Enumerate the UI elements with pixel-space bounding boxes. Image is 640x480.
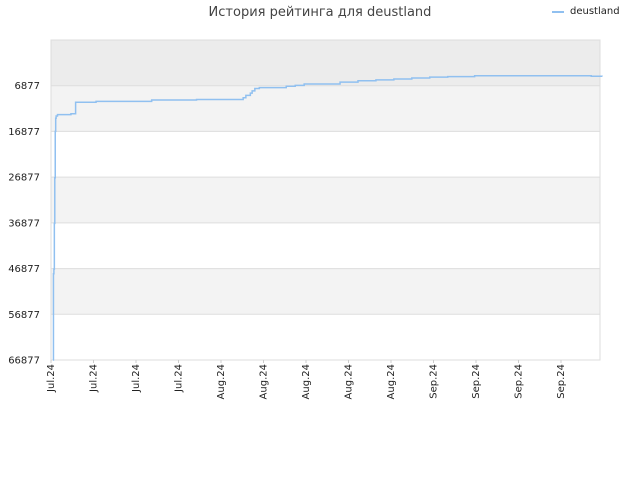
plot-band	[51, 131, 600, 178]
plot-band	[51, 268, 600, 315]
x-tick-label: Aug.24	[216, 364, 227, 399]
y-tick-label: 46877	[8, 264, 40, 275]
chart-title: История рейтинга для deustland	[208, 5, 432, 20]
x-tick-label: Jul.24	[131, 364, 142, 393]
y-tick-label: 66877	[8, 356, 40, 367]
y-tick-label: 6877	[15, 81, 40, 92]
x-tick-label: Aug.24	[259, 364, 270, 399]
x-tick-label: Aug.24	[301, 364, 312, 399]
plot-band	[51, 177, 600, 223]
x-tick-label: Sep.24	[429, 364, 440, 399]
x-tick-label: Sep.24	[514, 364, 525, 399]
y-tick-label: 36877	[8, 218, 40, 229]
x-tick-label: Jul.24	[89, 364, 100, 393]
x-tick-label: Aug.24	[344, 364, 355, 399]
x-tick-label: Sep.24	[556, 364, 567, 399]
x-tick-label: Aug.24	[386, 364, 397, 399]
plot-area-border	[50, 39, 601, 361]
legend-label: deustland	[570, 6, 620, 17]
series-line-deustland	[52, 75, 603, 361]
y-tick-label: 56877	[8, 310, 40, 321]
plot-band	[51, 222, 600, 269]
x-tick-label: Jul.24	[174, 364, 185, 393]
plot-band	[51, 40, 600, 86]
y-tick-label: 26877	[8, 173, 40, 184]
legend-swatch	[552, 11, 564, 13]
y-tick-label: 16877	[8, 127, 40, 138]
plot-band	[51, 85, 600, 132]
legend: deustland	[552, 6, 620, 17]
x-tick-label: Sep.24	[471, 364, 482, 399]
plot-band	[51, 314, 600, 360]
x-tick-label: Jul.24	[46, 364, 57, 393]
